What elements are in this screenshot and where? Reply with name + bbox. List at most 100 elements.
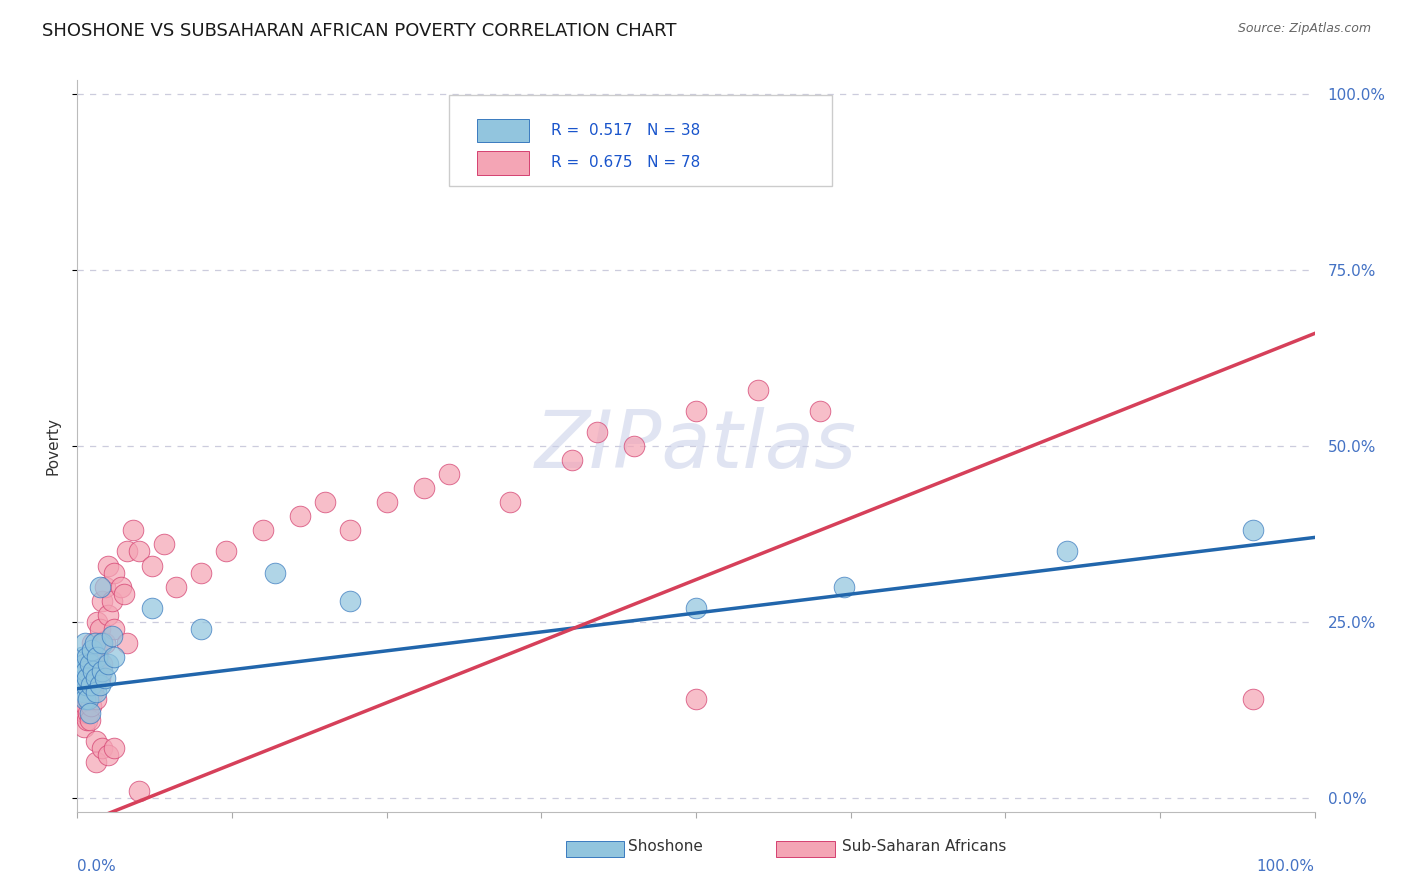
- Point: [101, 629, 124, 643]
- Point: [76, 664, 98, 678]
- Point: [412, 481, 434, 495]
- Point: [76, 650, 98, 665]
- Point: [89, 671, 111, 685]
- Point: [110, 580, 132, 594]
- Point: [437, 467, 460, 482]
- Point: [122, 524, 145, 538]
- FancyBboxPatch shape: [477, 152, 529, 175]
- Point: [215, 544, 238, 558]
- Point: [89, 580, 111, 594]
- Point: [75, 699, 97, 714]
- Point: [72, 664, 94, 678]
- Point: [76, 714, 98, 728]
- Point: [72, 699, 94, 714]
- Point: [73, 636, 96, 650]
- Point: [82, 664, 104, 678]
- Point: [75, 664, 97, 678]
- Point: [89, 622, 111, 636]
- Point: [561, 453, 583, 467]
- Point: [76, 671, 98, 685]
- Point: [103, 650, 125, 665]
- Point: [112, 587, 135, 601]
- Point: [77, 706, 100, 721]
- Point: [77, 678, 100, 692]
- Point: [97, 657, 120, 671]
- Point: [70, 706, 93, 721]
- Point: [84, 643, 107, 657]
- Point: [93, 671, 115, 685]
- Point: [97, 748, 120, 763]
- Point: [339, 593, 361, 607]
- Point: [165, 580, 187, 594]
- Point: [101, 593, 124, 607]
- Point: [72, 692, 94, 706]
- Point: [190, 622, 212, 636]
- Point: [84, 671, 107, 685]
- Point: [79, 657, 101, 671]
- Point: [77, 692, 100, 706]
- Point: [91, 741, 114, 756]
- Point: [685, 404, 707, 418]
- Point: [91, 593, 114, 607]
- FancyBboxPatch shape: [477, 119, 529, 143]
- Point: [86, 650, 108, 665]
- Point: [72, 685, 94, 699]
- Point: [86, 664, 108, 678]
- Point: [141, 600, 163, 615]
- Point: [97, 558, 120, 573]
- Point: [73, 706, 96, 721]
- Point: [72, 720, 94, 734]
- Point: [84, 685, 107, 699]
- Y-axis label: Poverty: Poverty: [45, 417, 60, 475]
- Point: [72, 650, 94, 665]
- Point: [97, 607, 120, 622]
- FancyBboxPatch shape: [776, 841, 835, 857]
- Point: [80, 678, 103, 692]
- Point: [72, 664, 94, 678]
- Point: [90, 636, 112, 650]
- Point: [499, 495, 522, 509]
- Point: [87, 650, 110, 665]
- Point: [75, 678, 97, 692]
- Point: [82, 636, 104, 650]
- Text: Shoshone: Shoshone: [628, 839, 703, 855]
- Text: 100.0%: 100.0%: [1257, 859, 1315, 874]
- Point: [80, 699, 103, 714]
- Point: [76, 692, 98, 706]
- Text: SHOSHONE VS SUBSAHARAN AFRICAN POVERTY CORRELATION CHART: SHOSHONE VS SUBSAHARAN AFRICAN POVERTY C…: [42, 22, 676, 40]
- Point: [339, 524, 361, 538]
- Point: [288, 509, 311, 524]
- FancyBboxPatch shape: [449, 95, 832, 186]
- Point: [73, 685, 96, 699]
- Text: R =  0.675   N = 78: R = 0.675 N = 78: [551, 155, 700, 170]
- Point: [79, 714, 101, 728]
- Point: [82, 643, 104, 657]
- Point: [264, 566, 287, 580]
- Point: [79, 706, 101, 721]
- FancyBboxPatch shape: [567, 841, 624, 857]
- Point: [103, 622, 125, 636]
- Point: [91, 657, 114, 671]
- Point: [79, 685, 101, 699]
- Point: [103, 566, 125, 580]
- Point: [70, 678, 93, 692]
- Point: [69, 671, 91, 685]
- Point: [82, 685, 104, 699]
- Point: [82, 671, 104, 685]
- Point: [83, 636, 105, 650]
- Point: [93, 636, 115, 650]
- Point: [314, 495, 336, 509]
- Point: [93, 580, 115, 594]
- Point: [72, 657, 94, 671]
- Point: [1241, 692, 1264, 706]
- Point: [747, 383, 769, 397]
- Point: [84, 756, 107, 770]
- Point: [73, 692, 96, 706]
- Point: [75, 671, 97, 685]
- Point: [72, 671, 94, 685]
- Point: [83, 657, 105, 671]
- Point: [586, 425, 609, 439]
- Point: [808, 404, 831, 418]
- Text: R =  0.517   N = 38: R = 0.517 N = 38: [551, 123, 700, 138]
- Point: [128, 544, 150, 558]
